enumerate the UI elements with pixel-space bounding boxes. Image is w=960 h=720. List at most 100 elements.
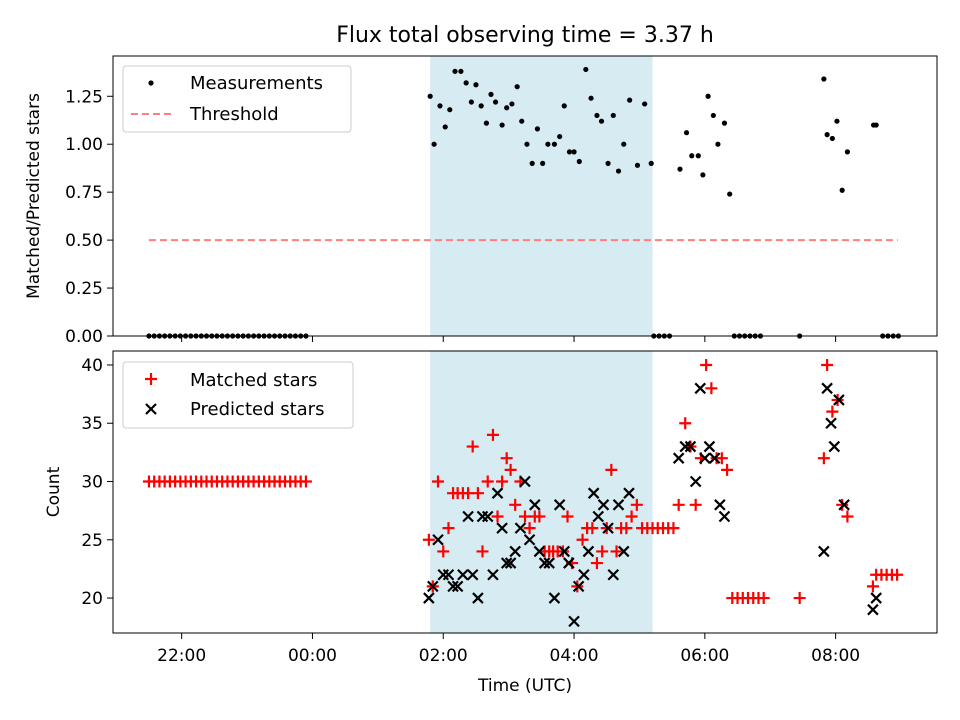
top-x-ticks bbox=[181, 336, 837, 342]
measurement-point bbox=[873, 122, 879, 128]
predicted-star-point bbox=[572, 580, 585, 593]
measurement-point bbox=[478, 103, 484, 109]
y-tick-label: 40 bbox=[81, 356, 103, 376]
matched-star-point bbox=[705, 382, 718, 395]
predicted-star-point bbox=[472, 592, 484, 604]
matched-star-point bbox=[700, 358, 713, 371]
measurement-point bbox=[683, 130, 690, 136]
matched-star-point bbox=[486, 428, 499, 441]
observing-window-span bbox=[430, 56, 653, 336]
predicted-star-point bbox=[578, 568, 590, 581]
predicted-star-point bbox=[684, 440, 697, 453]
top-panel: 0.00 0.25 0.50 0.75 1.00 1.25 Matched/Predict… bbox=[24, 55, 938, 347]
observing-window-top bbox=[430, 56, 653, 336]
matched-star-point bbox=[667, 522, 680, 535]
predicted-star-point bbox=[592, 510, 605, 523]
bottom-legend: Matched stars Predicted stars bbox=[122, 361, 354, 429]
predicted-star-point bbox=[703, 440, 716, 453]
predicted-star-point bbox=[558, 545, 571, 558]
top-y-ticks: 0.00 0.25 0.50 0.75 1.00 1.25 bbox=[65, 87, 113, 347]
matched-star-point bbox=[689, 498, 702, 511]
predicted-star-point bbox=[466, 568, 479, 581]
y-tick-label: 0.00 bbox=[65, 327, 103, 347]
measurement-point bbox=[648, 160, 654, 166]
predicted-star-point bbox=[818, 545, 830, 558]
matched-star-point bbox=[620, 522, 633, 535]
predicted-star-point bbox=[487, 568, 499, 581]
x-tick-label: 22:00 bbox=[157, 646, 206, 666]
predicted-star-point bbox=[597, 499, 610, 511]
measurement-point bbox=[695, 153, 701, 159]
predicted-star-point bbox=[867, 603, 879, 616]
predicted-star-point bbox=[496, 522, 508, 534]
measurement-point bbox=[540, 160, 546, 166]
legend-predicted-label: Predicted stars bbox=[190, 399, 324, 420]
predicted-star-point bbox=[523, 533, 536, 546]
predicted-star-point bbox=[451, 580, 464, 593]
predicted-star-point bbox=[519, 475, 531, 488]
matched-star-point bbox=[605, 463, 618, 476]
matched-star-point bbox=[793, 592, 806, 605]
predicted-star-point bbox=[462, 510, 474, 523]
measurement-point bbox=[594, 112, 600, 119]
y-tick-label: 35 bbox=[81, 414, 103, 434]
measurement-point bbox=[468, 99, 474, 105]
measurement-point bbox=[710, 112, 716, 119]
matched-star-point bbox=[509, 498, 522, 511]
measurement-point bbox=[561, 103, 567, 109]
measurement-point bbox=[605, 160, 611, 166]
measurement-point bbox=[829, 135, 835, 142]
matched-star-point bbox=[437, 545, 450, 558]
y-tick-label: 1.25 bbox=[65, 87, 103, 107]
matched-stars-series bbox=[142, 358, 904, 605]
bottom-legend-box bbox=[122, 361, 354, 429]
matched-star-point bbox=[721, 463, 734, 476]
measurement-point bbox=[431, 141, 437, 147]
matched-star-point bbox=[672, 498, 685, 511]
y-tick-label: 20 bbox=[81, 589, 103, 609]
measurement-point bbox=[551, 141, 558, 147]
measurement-point bbox=[504, 105, 510, 111]
predicted-star-point bbox=[548, 592, 561, 604]
bottom-y-ticks: 20 25 30 35 40 bbox=[81, 356, 113, 609]
measurement-point bbox=[463, 80, 469, 86]
predicted-star-point bbox=[828, 440, 841, 453]
legend-threshold-label: Threshold bbox=[189, 104, 279, 125]
matched-star-point bbox=[826, 405, 839, 418]
measurement-point bbox=[458, 68, 464, 74]
measurement-point bbox=[821, 76, 827, 82]
top-legend-box bbox=[122, 65, 352, 133]
measurement-point bbox=[844, 149, 851, 155]
measurement-point bbox=[627, 97, 633, 103]
measurement-point bbox=[557, 133, 563, 140]
predicted-star-point bbox=[582, 545, 595, 558]
matched-star-point bbox=[586, 522, 599, 535]
predicted-star-point bbox=[509, 545, 521, 558]
predicted-star-point bbox=[568, 615, 580, 628]
chart-title: Flux total observing time = 3.37 h bbox=[336, 23, 714, 48]
matched-star-point bbox=[576, 533, 589, 546]
measurement-point bbox=[634, 162, 641, 168]
measurement-point bbox=[583, 66, 589, 73]
x-tick-label: 04:00 bbox=[550, 646, 599, 666]
measurement-point bbox=[615, 168, 622, 174]
measurement-point bbox=[509, 101, 515, 107]
matched-star-point bbox=[491, 510, 504, 523]
predicted-star-point bbox=[699, 452, 711, 464]
predicted-star-point bbox=[617, 545, 630, 558]
matched-star-point bbox=[821, 358, 834, 371]
predicted-star-point bbox=[442, 568, 455, 581]
matched-star-point bbox=[596, 545, 609, 558]
bottom-panel: 20 25 30 35 40 22:00 00:00 02:00 04:00 06:00 08:0… bbox=[44, 350, 938, 696]
measurement-point bbox=[588, 95, 594, 101]
measurement-point bbox=[437, 103, 443, 109]
predicted-star-point bbox=[500, 557, 513, 569]
bottom-x-ticks: 22:00 00:00 02:00 04:00 06:00 08:00 bbox=[157, 633, 860, 666]
measurement-point bbox=[715, 141, 721, 147]
x-tick-label: 02:00 bbox=[419, 646, 468, 666]
measurement-point bbox=[452, 68, 458, 74]
measurement-point bbox=[576, 158, 582, 165]
legend-matched-marker bbox=[145, 373, 157, 385]
predicted-star-point bbox=[514, 522, 527, 534]
